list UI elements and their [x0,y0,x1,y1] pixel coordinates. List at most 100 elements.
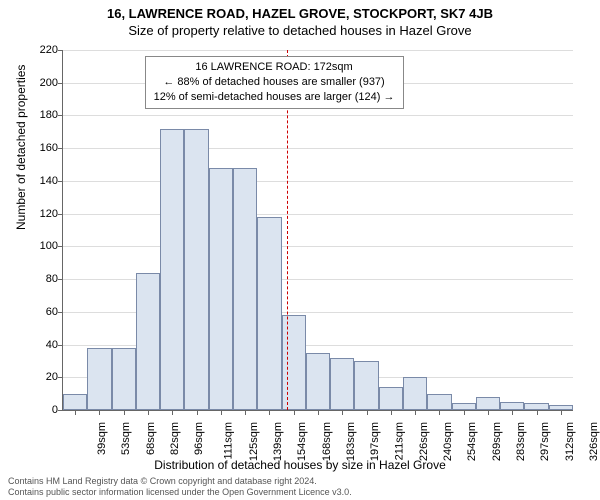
histogram-bar [184,129,208,410]
x-tick-label: 297sqm [539,422,551,461]
x-tick-mark [294,410,295,415]
x-tick-mark [221,410,222,415]
histogram-bar [160,129,184,410]
x-tick-label: 211sqm [393,422,405,460]
x-tick-mark [269,410,270,415]
y-tick-label: 20 [28,371,58,383]
x-tick-label: 125sqm [248,422,260,461]
x-tick-mark [415,410,416,415]
x-tick-label: 269sqm [491,422,503,461]
y-tick-label: 140 [28,175,58,187]
grid-line [63,214,573,215]
y-tick-label: 220 [28,44,58,56]
y-tick-mark [58,214,63,215]
x-tick-mark [99,410,100,415]
x-tick-label: 183sqm [345,422,357,461]
grid-line [63,246,573,247]
x-tick-label: 197sqm [369,422,381,461]
annotation-box: 16 LAWRENCE ROAD: 172sqm← 88% of detache… [145,56,404,109]
histogram-bar [476,397,500,410]
x-tick-mark [245,410,246,415]
x-tick-mark [537,410,538,415]
x-tick-mark [318,410,319,415]
y-tick-mark [58,345,63,346]
footer-attribution: Contains HM Land Registry data © Crown c… [8,476,592,499]
x-tick-label: 240sqm [442,422,454,461]
plot-area: 39sqm53sqm68sqm82sqm96sqm111sqm125sqm139… [62,50,573,411]
x-tick-label: 39sqm [96,422,108,455]
y-tick-mark [58,83,63,84]
footer-line-1: Contains HM Land Registry data © Crown c… [8,476,592,487]
x-tick-mark [342,410,343,415]
x-tick-label: 68sqm [145,422,157,455]
x-tick-label: 254sqm [467,422,479,461]
x-tick-mark [197,410,198,415]
x-tick-label: 168sqm [321,422,333,461]
y-tick-label: 100 [28,240,58,252]
annotation-line: ← 88% of detached houses are smaller (93… [154,75,395,90]
y-tick-label: 120 [28,208,58,220]
x-tick-mark [367,410,368,415]
y-tick-mark [58,246,63,247]
y-tick-mark [58,181,63,182]
x-tick-label: 283sqm [515,422,527,461]
histogram-bar [63,394,87,410]
histogram-bar [330,358,354,410]
x-axis-label: Distribution of detached houses by size … [0,458,600,472]
x-tick-mark [488,410,489,415]
grid-line [63,50,573,51]
x-tick-mark [512,410,513,415]
grid-line [63,148,573,149]
histogram-bar [257,217,281,410]
annotation-line: 16 LAWRENCE ROAD: 172sqm [154,60,395,75]
x-tick-mark [75,410,76,415]
x-tick-label: 226sqm [418,422,430,461]
x-tick-label: 154sqm [297,422,309,461]
y-tick-mark [58,410,63,411]
histogram-bar [282,315,306,410]
x-tick-mark [561,410,562,415]
histogram-bar [87,348,111,410]
y-tick-label: 160 [28,142,58,154]
histogram-bar [379,387,403,410]
histogram-bar [306,353,330,410]
histogram-bar [354,361,378,410]
x-tick-label: 96sqm [193,422,205,455]
annotation-line: 12% of semi-detached houses are larger (… [154,90,395,105]
histogram-bar [233,168,257,410]
histogram-bar [112,348,136,410]
y-tick-mark [58,50,63,51]
y-axis-label: Number of detached properties [14,65,28,230]
x-tick-mark [172,410,173,415]
y-tick-label: 60 [28,306,58,318]
y-tick-mark [58,115,63,116]
y-tick-mark [58,148,63,149]
grid-line [63,181,573,182]
y-tick-label: 180 [28,109,58,121]
histogram-bar [500,402,524,410]
x-tick-label: 326sqm [588,422,600,461]
x-tick-mark [439,410,440,415]
grid-line [63,115,573,116]
y-tick-label: 0 [28,404,58,416]
footer-line-2: Contains public sector information licen… [8,487,592,498]
y-tick-label: 200 [28,77,58,89]
x-tick-label: 53sqm [120,422,132,455]
x-tick-label: 312sqm [564,422,576,461]
y-tick-mark [58,377,63,378]
histogram-bar [209,168,233,410]
x-tick-label: 139sqm [272,422,284,461]
chart-container: 16, LAWRENCE ROAD, HAZEL GROVE, STOCKPOR… [0,0,600,500]
y-ticks: 020406080100120140160180200220 [28,50,62,410]
page-title: 16, LAWRENCE ROAD, HAZEL GROVE, STOCKPOR… [0,0,600,21]
y-tick-label: 40 [28,339,58,351]
histogram-bar [427,394,451,410]
x-tick-mark [124,410,125,415]
x-tick-mark [391,410,392,415]
x-tick-label: 111sqm [222,422,234,460]
y-tick-label: 80 [28,273,58,285]
histogram-bar [136,273,160,410]
x-tick-mark [464,410,465,415]
histogram-bar [403,377,427,410]
y-tick-mark [58,312,63,313]
